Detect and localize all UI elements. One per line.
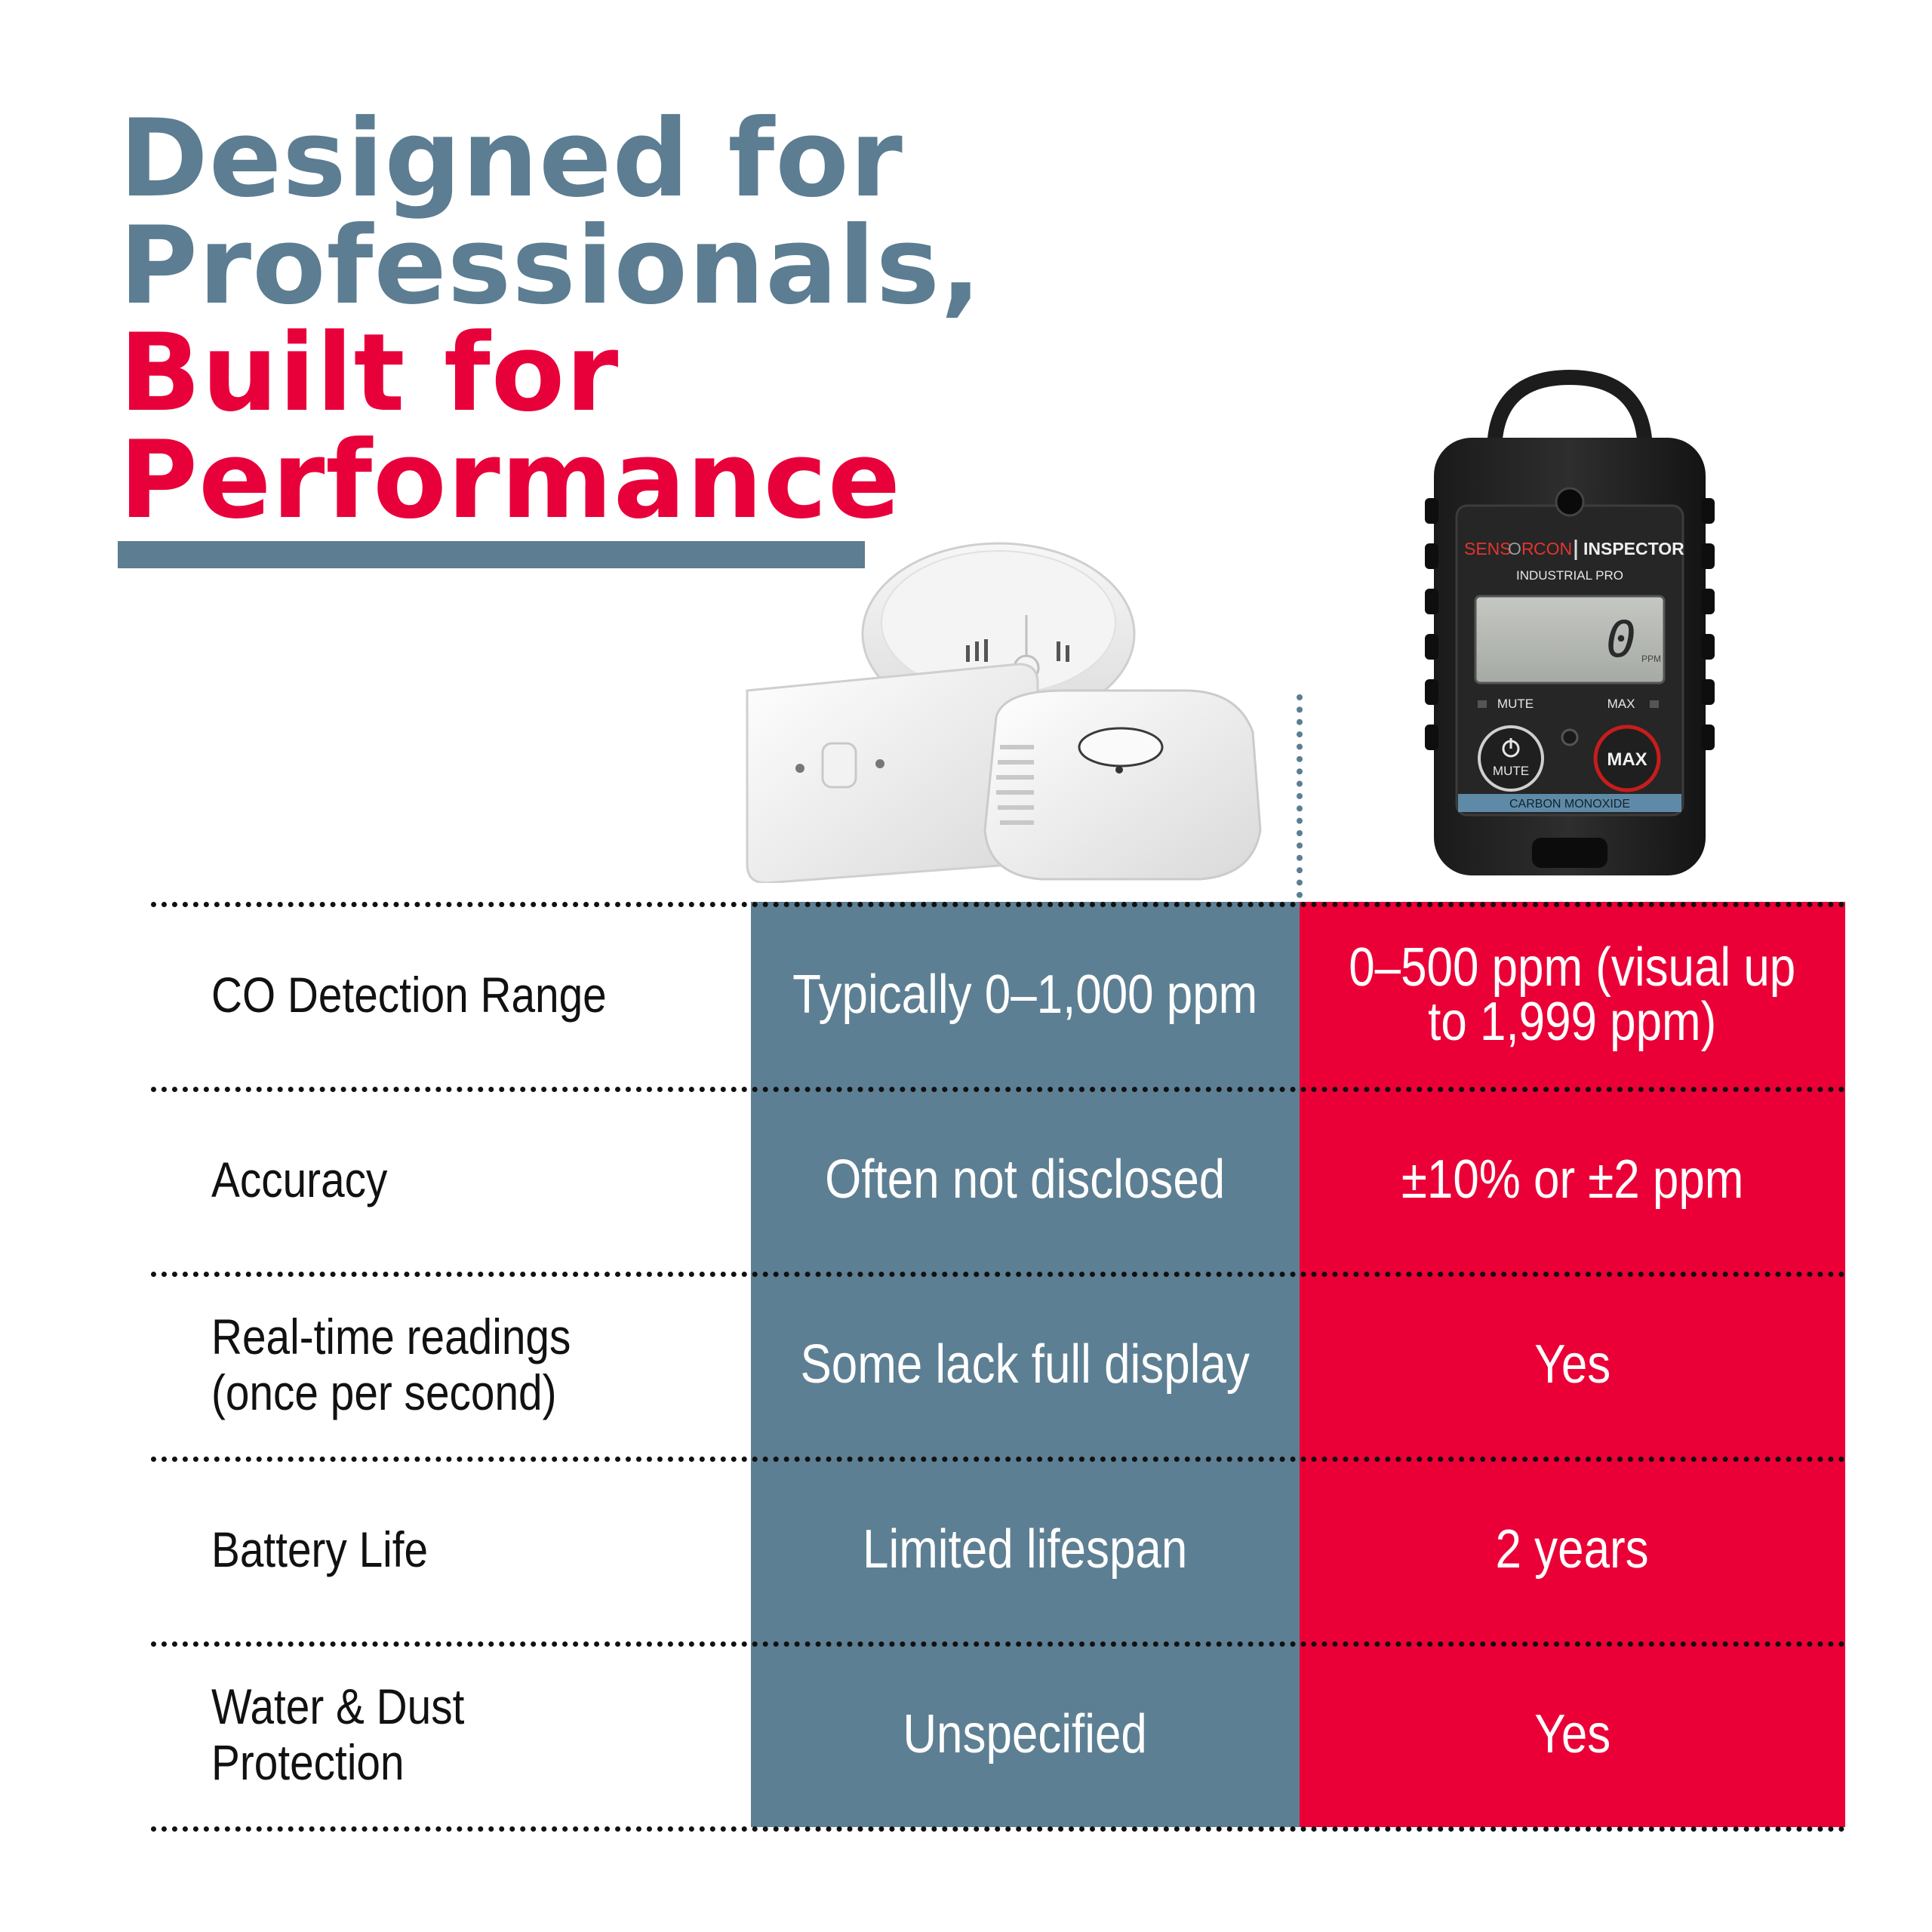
row-label: Water & Dust Protection bbox=[211, 1678, 465, 1790]
row-label: CO Detection Range bbox=[211, 966, 607, 1023]
row-label: Accuracy bbox=[211, 1151, 388, 1208]
row-label: Battery Life bbox=[211, 1521, 429, 1577]
standard-co-detectors-image bbox=[746, 542, 1262, 883]
standard-value: Typically 0–1,000 ppm bbox=[792, 964, 1258, 1025]
table-row: Accuracy Often not disclosed ±10% or ±2 … bbox=[151, 1087, 1845, 1272]
inspector-column bbox=[1300, 902, 1845, 1827]
inspector-value: 0–500 ppm (visual up to 1,999 ppm) bbox=[1349, 937, 1796, 1052]
device-max-button: MAX bbox=[1607, 749, 1647, 770]
device-model: INDUSTRIAL PRO bbox=[1516, 568, 1623, 583]
table-row: Water & Dust Protection Unspecified Yes bbox=[151, 1641, 1845, 1826]
headline-line-2: Professionals, bbox=[119, 204, 983, 328]
device-brand-con: CON bbox=[1534, 539, 1572, 558]
headline-underline bbox=[118, 541, 865, 568]
inspector-value: ±10% or ±2 ppm bbox=[1401, 1149, 1744, 1210]
headline-line-1: Designed for bbox=[119, 97, 903, 221]
device-brand-sensor: SENS bbox=[1464, 539, 1512, 558]
row-divider bbox=[151, 1087, 1845, 1092]
inspector-value: 2 years bbox=[1495, 1518, 1650, 1580]
standard-value: Often not disclosed bbox=[825, 1149, 1226, 1210]
row-label: Real-time readings (once per second) bbox=[211, 1308, 571, 1420]
table-row: CO Detection Range Typically 0–1,000 ppm… bbox=[151, 902, 1845, 1087]
row-divider bbox=[151, 1272, 1845, 1277]
product-divider bbox=[1297, 694, 1303, 898]
standard-value: Limited lifespan bbox=[863, 1518, 1188, 1580]
device-mute-button: MUTE bbox=[1493, 764, 1529, 778]
device-lcd-reading: 0 bbox=[1606, 611, 1636, 669]
headline-line-4: Performance bbox=[119, 418, 902, 543]
inspector-value: Yes bbox=[1534, 1703, 1611, 1764]
row-divider bbox=[151, 1641, 1845, 1647]
sensorcon-inspector-image: SENS O R CON INSPECTOR INDUSTRIAL PRO 0 … bbox=[1425, 370, 1715, 875]
inspector-value: Yes bbox=[1534, 1334, 1611, 1395]
device-brand-o: O bbox=[1508, 539, 1521, 558]
standard-value: Unspecified bbox=[903, 1703, 1148, 1764]
page-headline: Designed for Professionals, Built for Pe… bbox=[119, 106, 982, 534]
device-mute-indicator: MUTE bbox=[1497, 697, 1534, 711]
row-divider bbox=[151, 902, 1845, 907]
device-brand-r: R bbox=[1521, 539, 1534, 558]
device-strip-label: CARBON MONOXIDE bbox=[1509, 798, 1630, 811]
row-divider bbox=[151, 1826, 1845, 1832]
table-row: Real-time readings (once per second) Som… bbox=[151, 1272, 1845, 1457]
device-brand-inspector: INSPECTOR bbox=[1583, 539, 1684, 558]
device-lcd-unit: PPM bbox=[1641, 654, 1661, 664]
device-max-indicator: MAX bbox=[1607, 697, 1635, 711]
standard-value: Some lack full display bbox=[800, 1334, 1251, 1395]
table-row: Battery Life Limited lifespan 2 years bbox=[151, 1457, 1845, 1641]
standard-detector-column bbox=[751, 902, 1300, 1827]
row-divider bbox=[151, 1457, 1845, 1462]
headline-line-3: Built for bbox=[119, 311, 620, 435]
